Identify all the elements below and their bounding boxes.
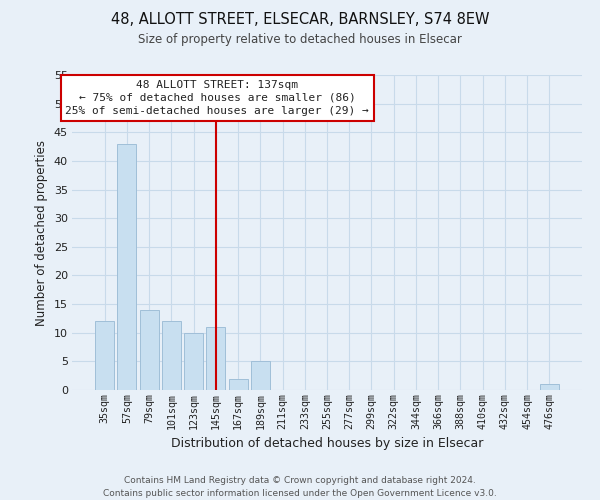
Y-axis label: Number of detached properties: Number of detached properties <box>35 140 48 326</box>
Bar <box>251 362 270 390</box>
Text: 48 ALLOTT STREET: 137sqm
← 75% of detached houses are smaller (86)
25% of semi-d: 48 ALLOTT STREET: 137sqm ← 75% of detach… <box>65 80 369 116</box>
X-axis label: Distribution of detached houses by size in Elsecar: Distribution of detached houses by size … <box>171 437 483 450</box>
Text: Size of property relative to detached houses in Elsecar: Size of property relative to detached ho… <box>138 32 462 46</box>
Bar <box>540 384 559 390</box>
Bar <box>162 322 181 390</box>
Bar <box>184 332 203 390</box>
Text: 48, ALLOTT STREET, ELSECAR, BARNSLEY, S74 8EW: 48, ALLOTT STREET, ELSECAR, BARNSLEY, S7… <box>111 12 489 28</box>
Bar <box>95 322 114 390</box>
Text: Contains HM Land Registry data © Crown copyright and database right 2024.
Contai: Contains HM Land Registry data © Crown c… <box>103 476 497 498</box>
Bar <box>118 144 136 390</box>
Bar <box>229 378 248 390</box>
Bar <box>140 310 158 390</box>
Bar <box>206 327 225 390</box>
